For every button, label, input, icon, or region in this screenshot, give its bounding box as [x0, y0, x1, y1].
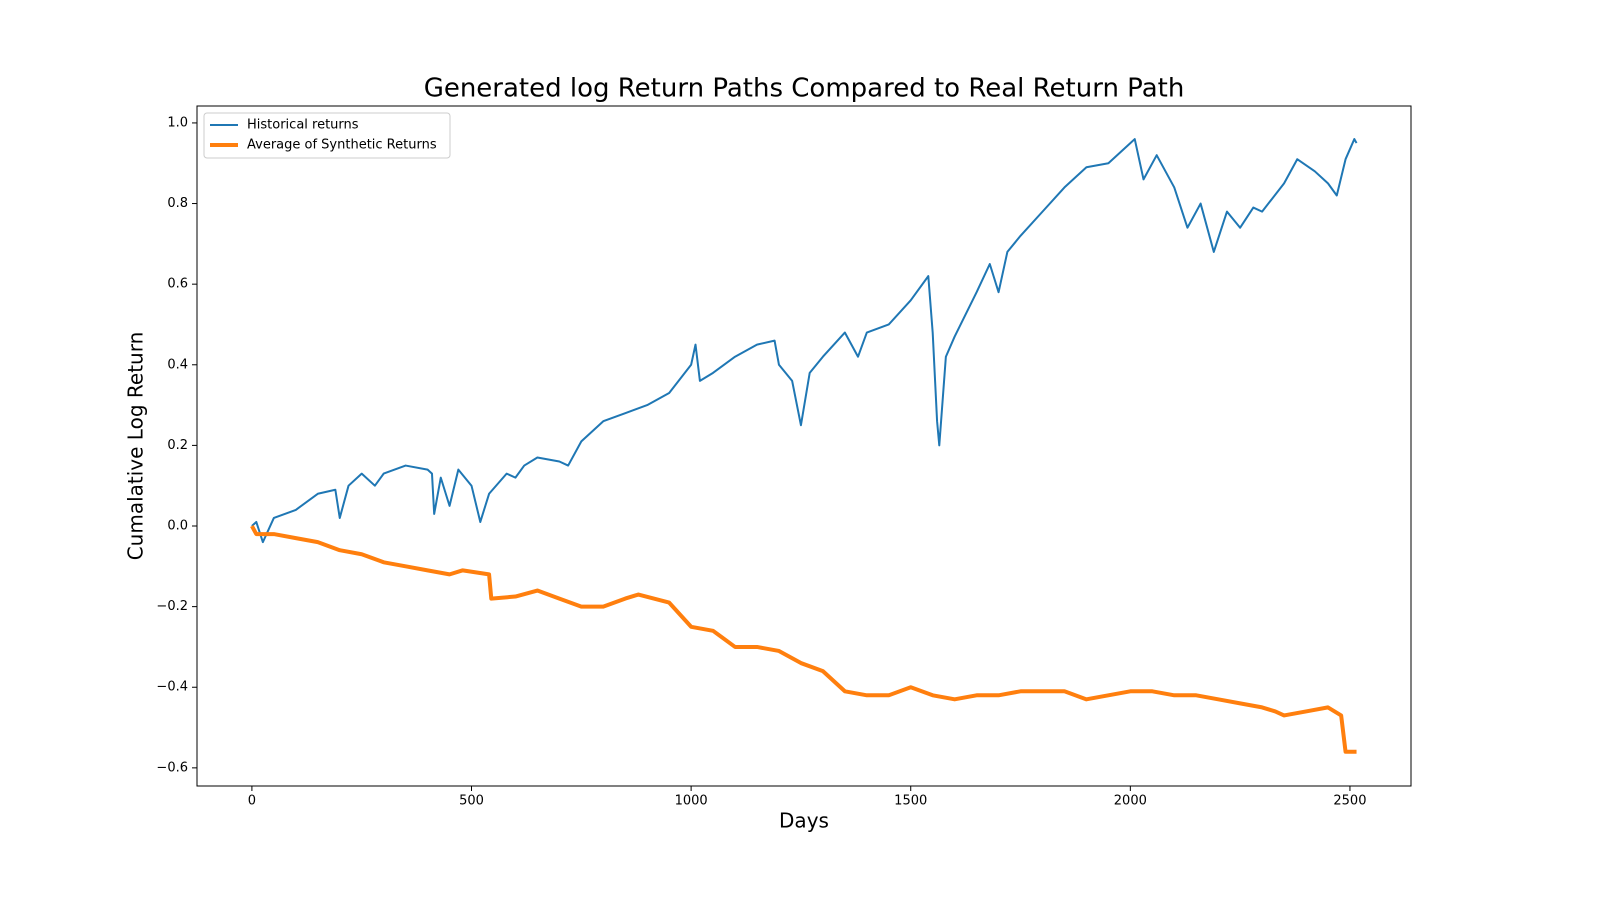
y-tick-label: −0.4	[156, 680, 188, 695]
x-tick-label: 2000	[1114, 794, 1147, 809]
legend-box	[203, 112, 451, 159]
x-tick-label: 2500	[1333, 794, 1366, 809]
y-tick-label: 0.0	[167, 519, 188, 534]
plot-frame	[196, 105, 1412, 787]
y-tick-label: −0.6	[156, 760, 188, 775]
x-tick-label: 500	[459, 794, 484, 809]
y-tick-label: 0.6	[167, 277, 188, 292]
x-axis-label: Days	[779, 809, 829, 833]
chart-title: Generated log Return Paths Compared to R…	[424, 74, 1185, 104]
y-tick-label: 0.4	[167, 357, 188, 372]
y-tick-label: −0.2	[156, 599, 188, 614]
y-tick-label: 0.8	[167, 196, 188, 211]
x-tick-label: 0	[248, 794, 256, 809]
x-tick-label: 1000	[675, 794, 708, 809]
x-tick-label: 1500	[894, 794, 927, 809]
data-line	[250, 525, 1357, 754]
legend-label: Historical returns	[247, 118, 359, 133]
y-axis-label: Cumalative Log Return	[124, 332, 148, 561]
data-line	[251, 138, 1358, 544]
legend-label: Average of Synthetic Returns	[247, 138, 437, 153]
y-tick-label: 0.2	[167, 438, 188, 453]
y-tick-label: 1.0	[167, 115, 188, 130]
